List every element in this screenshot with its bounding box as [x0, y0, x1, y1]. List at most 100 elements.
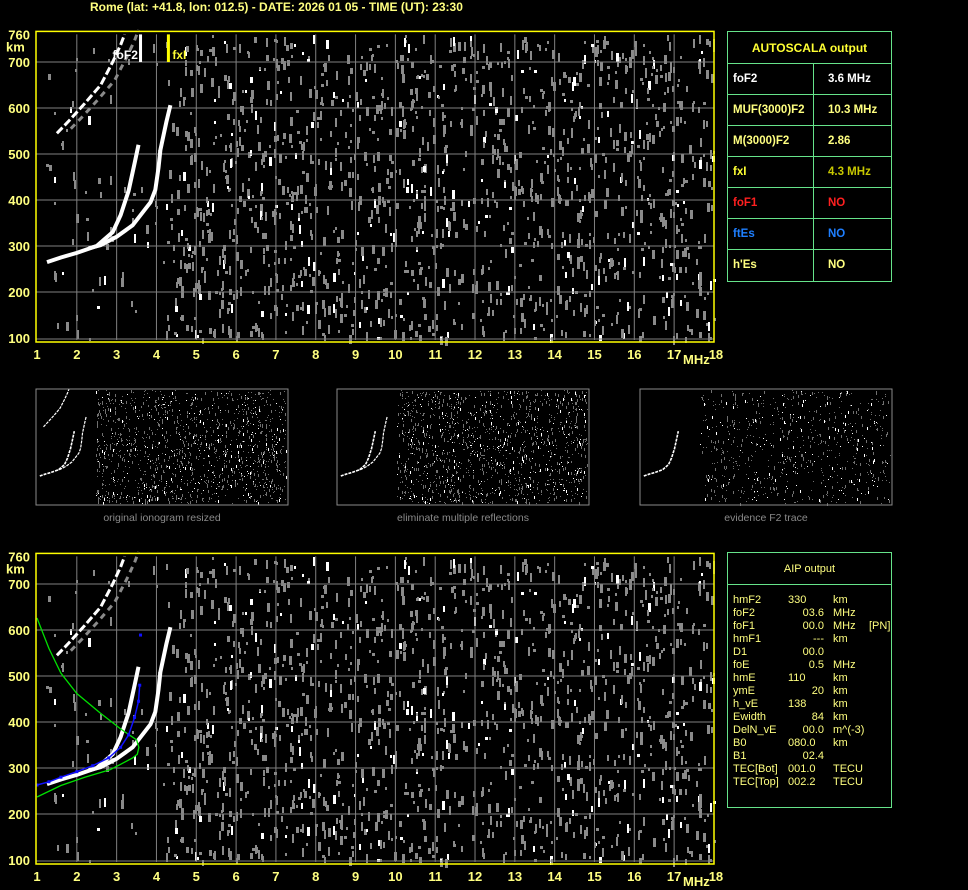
thumbnail-noise: [97, 469, 98, 472]
thumbnail-noise: [216, 493, 217, 494]
echo-pixel: [255, 727, 257, 730]
echo-pixel: [61, 143, 63, 146]
echo-pixel: [356, 614, 358, 623]
thumbnail-noise: [208, 480, 209, 483]
echo-pixel: [616, 670, 619, 673]
echo-pixel: [581, 761, 583, 767]
echo-pixel: [231, 655, 233, 658]
thumbnail-noise: [121, 434, 122, 435]
echo-pixel: [649, 716, 651, 719]
thumbnail-noise: [227, 397, 228, 398]
thumbnail-noise: [226, 431, 227, 434]
thumbnail-f2-trace: [39, 431, 76, 477]
echo-pixel: [306, 695, 309, 704]
echo-pixel: [376, 205, 379, 214]
echo-pixel: [597, 60, 599, 66]
echo-pixel: [381, 117, 383, 120]
echo-pixel: [600, 572, 602, 575]
echo-pixel: [267, 81, 270, 90]
echo-pixel: [648, 246, 650, 249]
echo-pixel: [286, 826, 288, 829]
echo-pixel: [239, 196, 242, 202]
echo-pixel: [212, 569, 215, 578]
echo-pixel: [603, 40, 606, 49]
thumbnail-noise: [459, 443, 460, 444]
echo-pixel: [440, 336, 443, 345]
echo-pixel: [642, 332, 644, 338]
echo-pixel: [336, 818, 338, 824]
echo-pixel: [198, 179, 200, 188]
echo-pixel: [292, 224, 294, 233]
echo-pixel: [326, 283, 329, 289]
echo-pixel: [603, 562, 606, 571]
echo-pixel: [680, 218, 682, 221]
echo-pixel: [580, 256, 583, 262]
echo-pixel: [381, 299, 383, 302]
echo-pixel: [497, 656, 500, 662]
thumbnail-noise: [208, 501, 209, 502]
echo-pixel: [361, 56, 363, 59]
thumbnail-noise: [432, 400, 433, 403]
thumbnail-noise: [152, 444, 153, 447]
echo-pixel: [497, 169, 500, 178]
echo-pixel: [360, 621, 362, 627]
echo-pixel: [608, 781, 610, 784]
thumbnail-noise: [262, 455, 263, 458]
echo-pixel: [236, 812, 238, 821]
thumbnail-noise: [187, 393, 188, 394]
thumbnail-noise: [149, 487, 150, 488]
thumbnail-noise: [578, 406, 579, 407]
thumbnail-noise: [155, 446, 156, 447]
echo-pixel: [308, 257, 310, 266]
echo-pixel: [495, 634, 497, 637]
thumbnail-noise: [244, 409, 245, 410]
thumbnail-noise: [251, 410, 252, 411]
echo-pixel: [615, 593, 617, 596]
thumbnail-noise: [181, 481, 182, 482]
thumbnail-noise: [222, 479, 223, 482]
echo-pixel: [640, 210, 643, 219]
thumbnail-noise: [449, 433, 450, 434]
echo-pixel: [605, 798, 607, 804]
thumbnail-noise: [463, 424, 464, 425]
thumbnail-noise: [122, 420, 123, 423]
thumbnail-noise: [208, 456, 209, 457]
echo-pixel: [48, 596, 51, 602]
echo-pixel: [505, 771, 507, 780]
thumbnail-noise: [253, 452, 254, 453]
echo-pixel: [312, 799, 315, 808]
echo-pixel: [417, 222, 420, 228]
echo-pixel: [306, 139, 308, 142]
thumbnail-noise: [131, 398, 132, 399]
thumbnail-noise: [163, 404, 164, 405]
thumbnail-noise: [243, 426, 244, 427]
echo-pixel: [449, 284, 451, 293]
echo-pixel: [521, 107, 523, 113]
echo-pixel: [537, 44, 539, 47]
echo-pixel: [677, 751, 680, 754]
thumbnail-noise: [100, 457, 101, 458]
thumbnail-noise: [129, 443, 130, 444]
thumbnail-noise: [250, 466, 251, 467]
echo-pixel: [209, 692, 211, 695]
thumbnail-noise: [213, 479, 214, 480]
thumbnail-noise: [442, 460, 443, 461]
echo-pixel: [452, 712, 455, 721]
echo-pixel: [213, 664, 215, 667]
echo-pixel: [298, 275, 301, 278]
echo-pixel: [602, 836, 605, 839]
echo-pixel: [72, 101, 74, 107]
thumbnail-noise: [250, 423, 251, 424]
thumbnail-noise: [188, 492, 189, 493]
thumbnail-noise: [268, 448, 269, 451]
echo-pixel: [632, 612, 634, 615]
thumbnail-noise: [144, 391, 145, 392]
echo-pixel: [558, 575, 560, 584]
echo-pixel: [646, 122, 648, 125]
echo-pixel: [486, 189, 488, 195]
thumbnail-noise: [549, 400, 550, 401]
thumbnail-noise: [218, 422, 219, 423]
echo-pixel: [381, 599, 383, 602]
echo-pixel: [341, 230, 344, 239]
echo-pixel: [359, 279, 361, 288]
